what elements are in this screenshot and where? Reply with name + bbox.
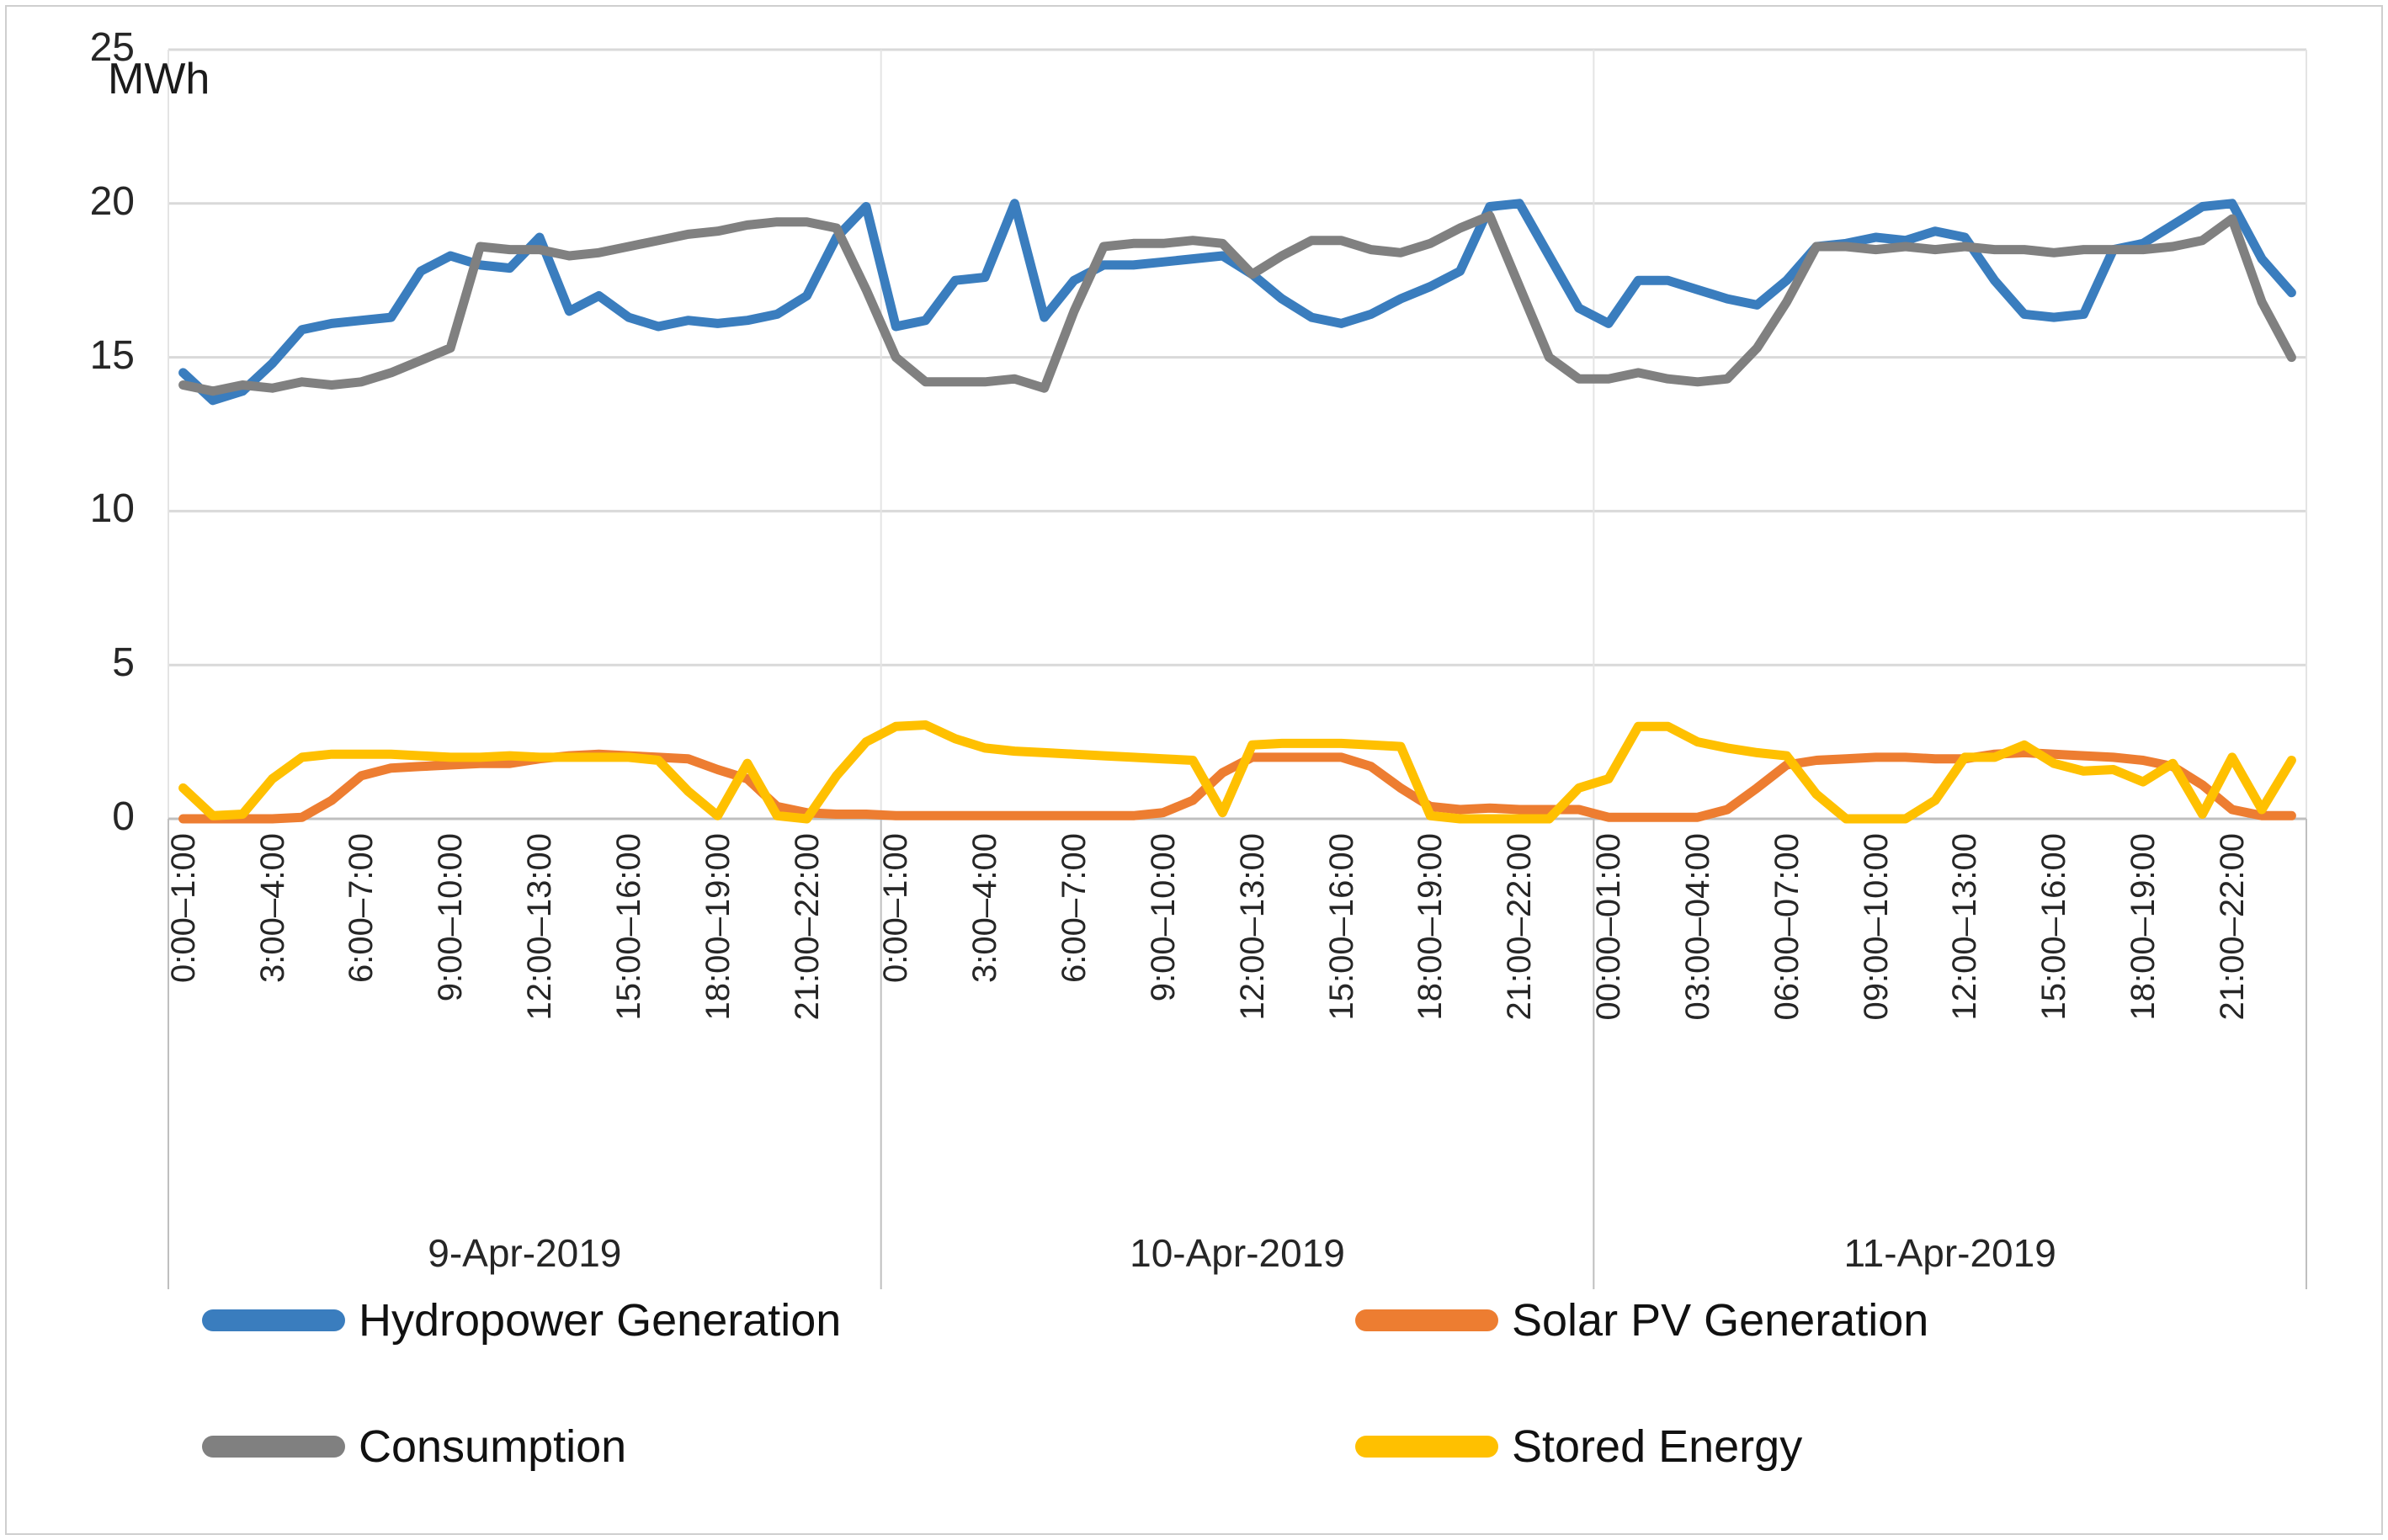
legend-item-hydropower-generation: Hydropower Generation (202, 1294, 841, 1346)
legend-label: Hydropower Generation (359, 1295, 842, 1346)
y-axis-label-0: 0 (112, 794, 135, 839)
x-axis-label: 00:00–01:00 (1590, 833, 1627, 1021)
legend-line-marker-icon (202, 1309, 345, 1331)
x-axis-label: 03:00–04:00 (1678, 833, 1716, 1021)
x-axis-label: 15:00–16:00 (609, 833, 647, 1021)
x-axis-label: 12:00–13:00 (1233, 833, 1271, 1021)
x-axis-label: 12:00–13:00 (521, 833, 558, 1021)
legend-line-marker-icon (1355, 1436, 1498, 1458)
x-axis-label: 21:00–22:00 (788, 833, 826, 1021)
x-axis-label: 18:00–19:00 (2125, 833, 2162, 1021)
y-axis-label-15: 15 (89, 332, 135, 378)
series-line-stored-energy (178, 720, 2296, 824)
legend-line-marker-icon (202, 1436, 345, 1458)
x-axis-label: 15:00–16:00 (1322, 833, 1360, 1021)
y-axis-label-5: 5 (112, 640, 135, 686)
x-axis-label: 9:00–10:00 (1144, 833, 1182, 1002)
legend-item-stored-energy: Stored Energy (1355, 1421, 1802, 1473)
x-axis-label: 18:00–19:00 (699, 833, 737, 1021)
y-axis-label-25: 25 (89, 25, 135, 70)
x-axis-label: 09:00–10:00 (1857, 833, 1895, 1021)
x-axis-label: 0:00–1:00 (877, 833, 915, 983)
legend-label: Consumption (359, 1421, 627, 1472)
x-axis-label: 12:00–13:00 (1946, 833, 1984, 1021)
x-axis-label: 06:00–07:00 (1768, 833, 1806, 1021)
x-axis-label: 0:00–1:00 (164, 833, 202, 983)
series-line-consumption (178, 210, 2296, 396)
x-axis-label: 21:00–22:00 (2213, 833, 2251, 1021)
y-axis-unit-label: MWh (108, 55, 210, 104)
legend-line-marker-icon (1355, 1309, 1498, 1331)
x-axis-label: 9:00–10:00 (432, 833, 470, 1002)
y-axis-label-10: 10 (89, 486, 135, 532)
x-axis-label: 15:00–16:00 (2035, 833, 2073, 1021)
x-axis-label: 21:00–22:00 (1501, 833, 1539, 1021)
series-line-hydropower-generation (178, 199, 2296, 406)
day-label-11-Apr-2019: 11-Apr-2019 (1843, 1231, 2056, 1275)
legend-item-solar-pv-generation: Solar PV Generation (1355, 1294, 1928, 1346)
legend-label: Solar PV Generation (1512, 1295, 1929, 1346)
x-axis-label: 6:00–7:00 (1056, 833, 1093, 983)
day-label-9-Apr-2019: 9-Apr-2019 (428, 1231, 622, 1275)
x-axis-label: 3:00–4:00 (966, 833, 1004, 983)
x-axis-label: 3:00–4:00 (253, 833, 291, 983)
legend-item-consumption: Consumption (202, 1421, 626, 1473)
day-label-10-Apr-2019: 10-Apr-2019 (1130, 1231, 1345, 1275)
x-axis-label: 6:00–7:00 (343, 833, 380, 983)
y-axis-label-20: 20 (89, 178, 135, 224)
legend-label: Stored Energy (1512, 1421, 1803, 1472)
x-axis-label: 18:00–19:00 (1412, 833, 1449, 1021)
